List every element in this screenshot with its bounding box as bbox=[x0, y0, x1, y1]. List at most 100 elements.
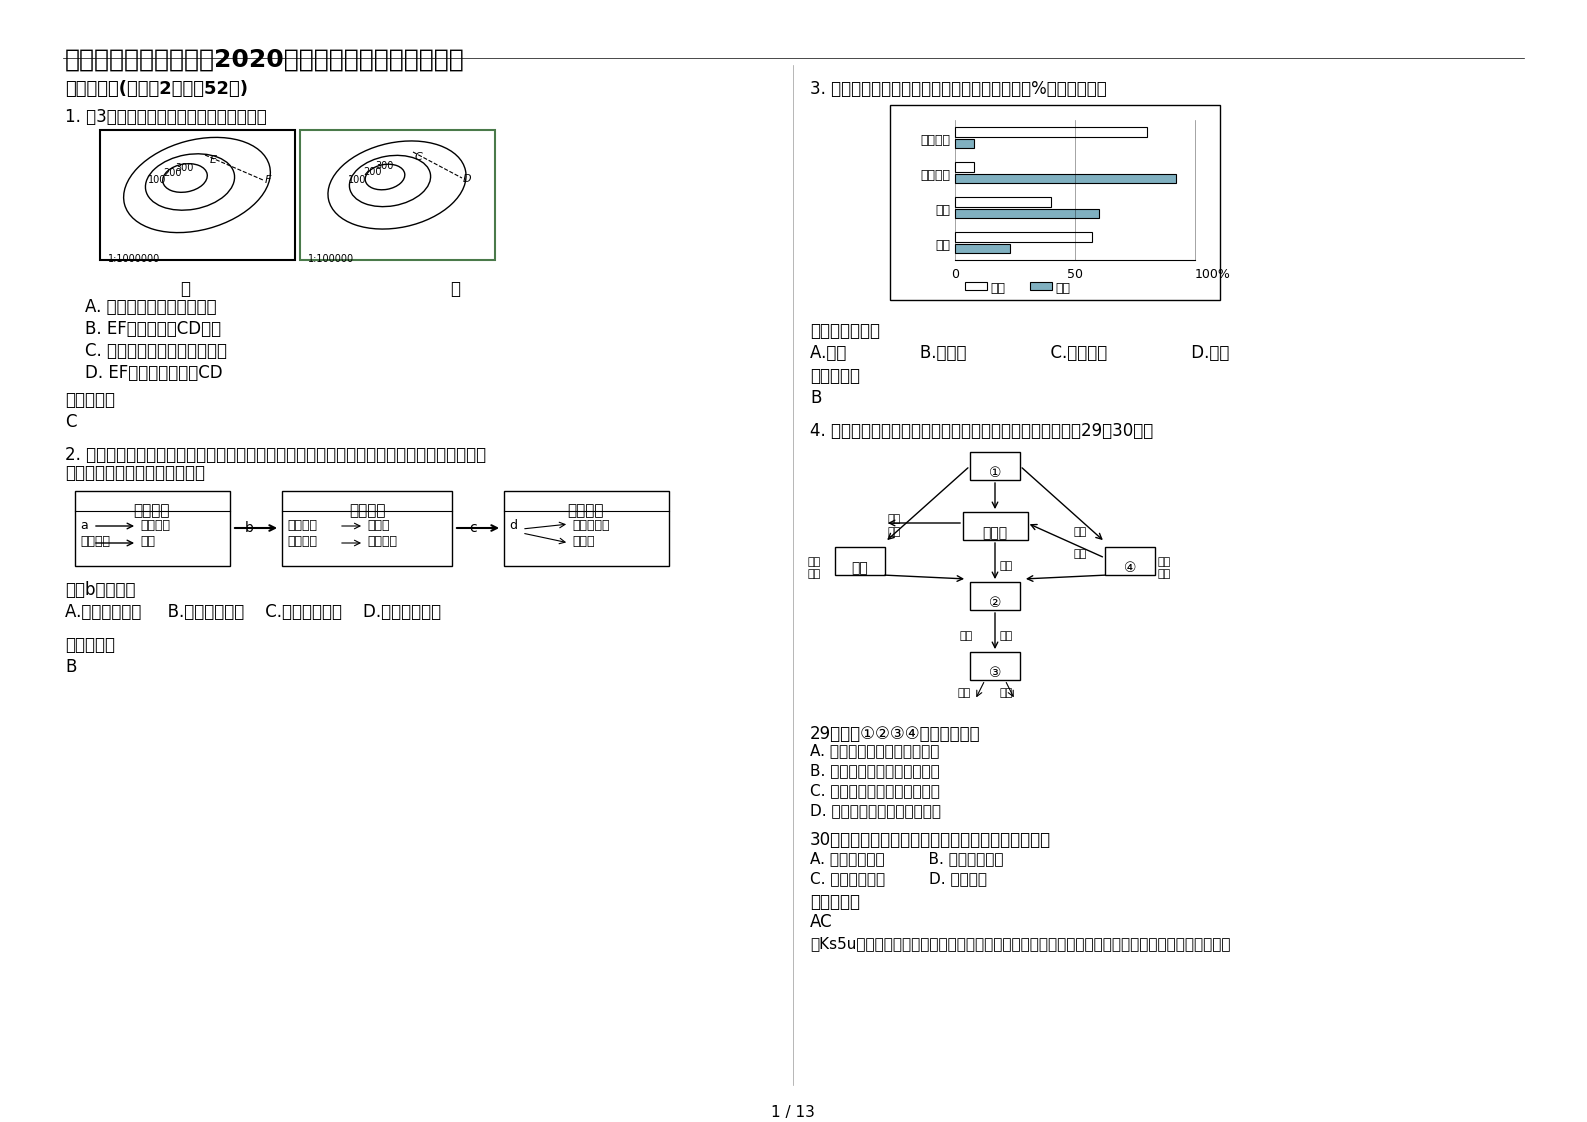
Text: 产品: 产品 bbox=[889, 527, 901, 537]
Text: 一、选择题(每小题2分，共52分): 一、选择题(每小题2分，共52分) bbox=[65, 80, 248, 98]
Text: 湖北省荆门市官垱中学2020年高三地理月考试卷含解析: 湖北省荆门市官垱中学2020年高三地理月考试卷含解析 bbox=[65, 48, 465, 72]
Text: 箭头b表示的是: 箭头b表示的是 bbox=[65, 581, 135, 599]
Text: AC: AC bbox=[809, 913, 833, 931]
Bar bbox=[970, 652, 1020, 680]
Bar bbox=[300, 130, 495, 260]
Bar bbox=[955, 243, 1011, 254]
Text: 该国最有可能是: 该国最有可能是 bbox=[809, 322, 881, 340]
Bar bbox=[955, 232, 1092, 241]
Text: 0: 0 bbox=[951, 268, 959, 280]
Bar bbox=[955, 196, 1051, 206]
Text: 原料: 原料 bbox=[1159, 569, 1171, 579]
Text: ④: ④ bbox=[1124, 561, 1136, 574]
Bar bbox=[100, 130, 295, 260]
Text: ②: ② bbox=[989, 596, 1001, 610]
Text: 参考答案：: 参考答案： bbox=[809, 893, 860, 911]
Text: 100: 100 bbox=[148, 175, 167, 185]
Text: 黄土沟谷: 黄土沟谷 bbox=[367, 535, 397, 548]
Text: 产品: 产品 bbox=[1000, 688, 1013, 698]
Bar bbox=[955, 127, 1147, 137]
Text: 1. 图3为等高线地形图，下列叙述正确的有: 1. 图3为等高线地形图，下列叙述正确的有 bbox=[65, 108, 267, 126]
Text: 风力沉积: 风力沉积 bbox=[287, 519, 317, 532]
Text: 200: 200 bbox=[363, 167, 381, 177]
Text: 饲料: 饲料 bbox=[889, 514, 901, 524]
Text: 黄土塬: 黄土塬 bbox=[367, 519, 389, 532]
Bar bbox=[75, 491, 230, 565]
Text: d: d bbox=[509, 519, 517, 532]
Text: 参考答案：: 参考答案： bbox=[809, 367, 860, 385]
Text: C: C bbox=[414, 151, 422, 162]
Text: 产品: 产品 bbox=[957, 688, 970, 698]
Text: 饲料: 饲料 bbox=[1073, 549, 1086, 559]
Text: 4. 下图是我国东南丘陵地区某地生态农业示意图，读图完成29～30题。: 4. 下图是我国东南丘陵地区某地生态农业示意图，读图完成29～30题。 bbox=[809, 422, 1154, 440]
Bar bbox=[1105, 548, 1155, 574]
Text: 科技力量: 科技力量 bbox=[920, 168, 951, 182]
Bar bbox=[965, 282, 987, 289]
Text: ③: ③ bbox=[989, 666, 1001, 680]
Text: C: C bbox=[65, 413, 76, 431]
Text: 蒙古高原: 蒙古高原 bbox=[133, 503, 170, 518]
Text: 300: 300 bbox=[175, 163, 194, 173]
Text: 3. 下图表示某国两大经济地带的基本资源指标（%）。读图回答: 3. 下图表示某国两大经济地带的基本资源指标（%）。读图回答 bbox=[809, 80, 1106, 98]
Text: A. 市场、沼气池、农户、农田: A. 市场、沼气池、农户、农田 bbox=[809, 743, 940, 758]
Text: 冲积扇: 冲积扇 bbox=[571, 535, 595, 548]
Text: 产品: 产品 bbox=[1073, 527, 1086, 537]
Text: b: b bbox=[244, 521, 254, 535]
Bar bbox=[955, 138, 974, 148]
Bar bbox=[955, 174, 1176, 183]
Text: F: F bbox=[265, 175, 271, 185]
Text: 人口: 人口 bbox=[935, 203, 951, 217]
Text: 河口三角洲: 河口三角洲 bbox=[571, 519, 609, 532]
Text: C. 倡导循环经济         D. 退耕还草: C. 倡导循环经济 D. 退耕还草 bbox=[809, 871, 987, 886]
Text: 2. 蒙古高原、黄土高原和华北平原因外力作用在成因上具有一定的联系。图中各字母表示不同: 2. 蒙古高原、黄土高原和华北平原因外力作用在成因上具有一定的联系。图中各字母表… bbox=[65, 447, 486, 465]
Text: A. 压缩生产规模         B. 减少资源开发: A. 压缩生产规模 B. 减少资源开发 bbox=[809, 850, 1003, 866]
Text: 100: 100 bbox=[348, 175, 367, 185]
Text: 1 / 13: 1 / 13 bbox=[771, 1105, 816, 1120]
Text: 的主导外力作用类型，读图回答: 的主导外力作用类型，读图回答 bbox=[65, 465, 205, 482]
Text: 参考答案：: 参考答案： bbox=[65, 390, 114, 410]
Text: C. 乙图反映的实际内容更详细: C. 乙图反映的实际内容更详细 bbox=[86, 342, 227, 360]
Text: B. 市场、农田、沼气池、农户: B. 市场、农田、沼气池、农户 bbox=[809, 763, 940, 778]
Bar bbox=[505, 491, 670, 565]
Text: 30．该地实现人与自然和谐发展，采取的主要措施是: 30．该地实现人与自然和谐发展，采取的主要措施是 bbox=[809, 831, 1051, 849]
Text: B: B bbox=[809, 389, 822, 407]
Text: 29．图中①②③④分别表示的是: 29．图中①②③④分别表示的是 bbox=[809, 725, 981, 743]
Text: 原料: 原料 bbox=[960, 631, 973, 641]
Text: 原料: 原料 bbox=[808, 569, 820, 579]
Text: A.美国              B.俄罗斯                C.澳大利亚                D.中国: A.美国 B.俄罗斯 C.澳大利亚 D.中国 bbox=[809, 344, 1230, 362]
Text: 东部: 东部 bbox=[990, 282, 1005, 295]
Text: 1:100000: 1:100000 bbox=[308, 254, 354, 264]
Bar bbox=[970, 452, 1020, 480]
Text: 参考答案：: 参考答案： bbox=[65, 636, 114, 654]
Text: 200: 200 bbox=[163, 168, 181, 178]
Text: D: D bbox=[463, 174, 471, 184]
Text: 淡水资源: 淡水资源 bbox=[920, 134, 951, 147]
Text: C. 农户、沼气池、市场、农田: C. 农户、沼气池、市场、农田 bbox=[809, 783, 940, 798]
Text: 沙丘: 沙丘 bbox=[140, 535, 156, 548]
Text: 甲: 甲 bbox=[179, 280, 190, 298]
Text: 原料: 原料 bbox=[1000, 631, 1013, 641]
Text: 华北平原: 华北平原 bbox=[568, 503, 605, 518]
Text: 裸岩荒漠: 裸岩荒漠 bbox=[140, 519, 170, 532]
Bar bbox=[282, 491, 452, 565]
Text: 果园: 果园 bbox=[852, 561, 868, 574]
Text: 产品: 产品 bbox=[808, 557, 820, 567]
Text: 300: 300 bbox=[375, 160, 394, 171]
Text: c: c bbox=[470, 521, 476, 535]
Text: B. EF处的坡度比CD处陡: B. EF处的坡度比CD处陡 bbox=[86, 320, 221, 338]
Text: D. 沼气池、市场、农田、农户: D. 沼气池、市场、农田、农户 bbox=[809, 803, 941, 818]
Text: 产品: 产品 bbox=[1159, 557, 1171, 567]
Text: 风力沉积: 风力沉积 bbox=[79, 535, 110, 548]
Bar bbox=[963, 512, 1028, 540]
Text: 黄土高原: 黄土高原 bbox=[349, 503, 386, 518]
Text: 1:1000000: 1:1000000 bbox=[108, 254, 160, 264]
Bar bbox=[1030, 282, 1052, 289]
Text: 流水侵蚀: 流水侵蚀 bbox=[287, 535, 317, 548]
Bar bbox=[970, 582, 1020, 610]
Text: 原料: 原料 bbox=[1000, 561, 1013, 571]
Text: 100%: 100% bbox=[1195, 268, 1232, 280]
Bar bbox=[835, 548, 886, 574]
Bar bbox=[955, 209, 1100, 219]
Text: D. EF间实际距离短于CD: D. EF间实际距离短于CD bbox=[86, 364, 222, 381]
Text: a: a bbox=[79, 519, 87, 532]
